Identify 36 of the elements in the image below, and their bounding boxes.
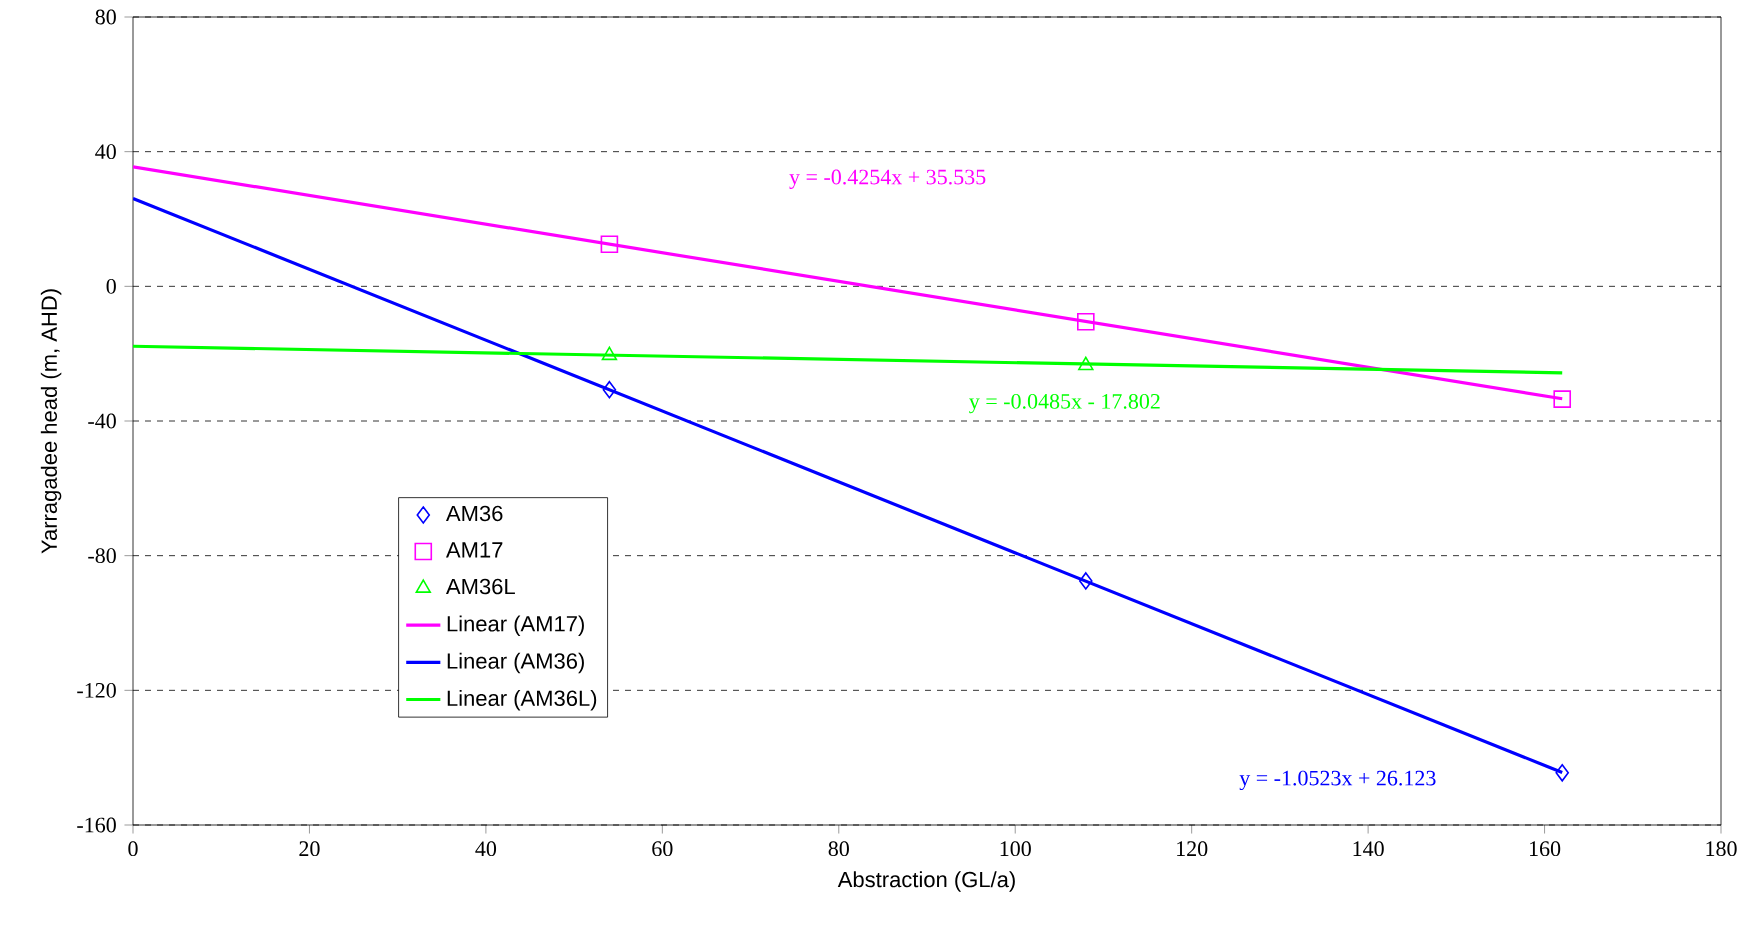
y-tick-label: -120 [77,682,116,698]
point [1078,356,1094,371]
y-tick-label: 80 [95,9,116,25]
x-tick-label: 20 [299,841,320,857]
y-tick-label: 40 [95,144,116,160]
y-axis-title: Yarragadee head (m, AHD) [40,289,62,554]
legend-label: AM36L [445,578,515,595]
point [1553,390,1572,408]
point [600,235,619,254]
y-tick-label: -40 [88,413,116,429]
point [601,346,618,361]
x-tick-label: 160 [1530,841,1561,857]
annotation: y = -0.0485x - 17.802 [969,393,1160,414]
legend-label: Linear (AM17) [447,615,584,636]
x-tick-label: 40 [475,841,497,857]
x-tick-label: 180 [1706,841,1737,857]
y-tick-label: 0 [106,278,116,294]
y-tick-label: -160 [77,817,116,833]
x-tick-label: 140 [1353,841,1384,857]
point [1077,312,1095,331]
legend-label: Linear (AM36) [447,652,584,674]
annotation: y = -0.4254x + 35.535 [789,169,986,189]
y-tick-label: -80 [88,548,116,564]
annotation: y = -1.0523x + 26.123 [1239,770,1436,791]
legend-label: Linear (AM36L) [447,689,597,711]
point [602,380,617,399]
x-tick-label: 120 [1177,841,1208,857]
x-axis-title: Abstraction (GL/a) [837,871,1015,892]
point [1079,572,1093,590]
x-tick-label: 80 [828,841,849,857]
x-tick-label: 100 [1000,841,1031,857]
legend-label: AM36 [445,505,503,522]
point [1555,764,1570,782]
legend-label: AM17 [445,542,503,558]
x-tick-label: 60 [652,841,673,857]
x-tick-label: 0 [128,841,138,857]
